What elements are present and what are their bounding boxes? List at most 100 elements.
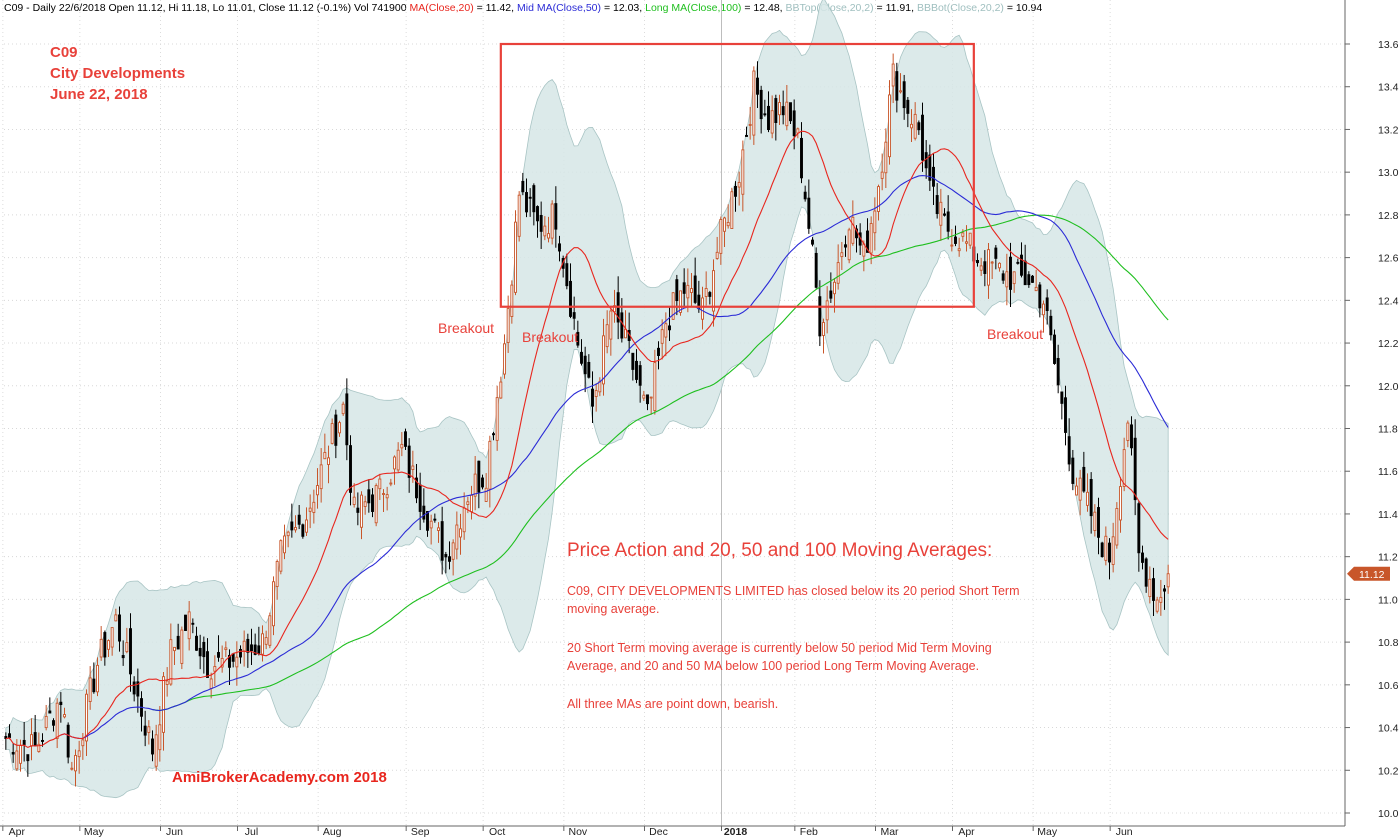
candle-body [400,443,404,449]
candle-body [481,477,484,488]
y-tick-label: 12.6 [1378,253,1399,265]
candle-body [880,171,884,179]
y-tick-label: 11.6 [1378,466,1398,478]
candle-body [121,655,125,659]
candle-body [1031,275,1034,283]
candle-body [781,106,785,116]
candle-body [1089,479,1093,517]
candle-body [1100,542,1104,558]
candle-body [690,288,693,293]
candle-body [748,123,752,126]
candle-body [525,192,528,213]
candle-body [921,114,924,161]
x-tick-label: Jul [245,826,258,838]
candle-body [983,261,987,274]
candle-body [767,105,770,131]
candle-body [693,275,697,303]
candle-body [957,248,961,252]
candle-body [734,185,737,197]
y-axis: 10.0 10.2 10.4 10.6 10.8 11.0 11.2 11.4 11.6 11.8… [1345,39,1399,820]
candle-body [15,750,19,770]
candle-body [954,236,957,244]
y-tick-label: 12.2 [1378,338,1399,350]
chart-date: June 22, 2018 [50,86,148,103]
candle-body [829,290,833,299]
candle-body [825,300,829,321]
candle-body [543,225,547,237]
candle-body [107,640,110,650]
candle-body [730,191,734,230]
candle-body [675,279,679,302]
candle-body [822,322,825,336]
candle-body [569,280,572,317]
candle-body [1115,508,1119,546]
commentary-line-4: Average, and 20 and 50 MA below 100 peri… [567,659,979,673]
candle-body [1159,596,1163,603]
candle-body [847,229,851,261]
candle-body [866,230,869,253]
candle-body [704,288,708,297]
candle-body [85,693,88,742]
header-segment: = 11.91, [874,2,917,14]
candle-body [1064,397,1067,433]
candle-body [70,767,74,770]
last-price-label: 11.12 [1359,569,1385,581]
candle-body [48,710,52,714]
candle-body [92,678,96,693]
candle-body [426,511,429,531]
candle-body [360,494,363,528]
y-tick-label: 10.0 [1378,808,1399,820]
candle-body [583,355,587,375]
candle-body [1045,297,1049,311]
candle-body [81,739,85,747]
candle-body [1038,284,1042,309]
candle-body [257,645,261,654]
y-tick-label: 13.6 [1378,39,1399,51]
y-tick-label: 12.8 [1378,210,1399,222]
candle-body [118,614,121,642]
candle-body [242,640,246,652]
candle-body [180,629,184,664]
y-tick-label: 11.2 [1378,552,1398,564]
candle-body [891,63,895,87]
x-tick-label: Apr [958,826,975,838]
candle-body [943,213,946,216]
candle-body [462,507,466,533]
candle-body [660,329,664,344]
candle-body [715,251,719,259]
candle-body [488,440,492,490]
candle-body [330,423,334,444]
candle-body [114,614,118,622]
candle-body [778,102,781,116]
candle-body [1093,511,1097,531]
candle-body [378,478,382,490]
candle-body [459,528,462,538]
candle-body [741,149,745,195]
candle-body [345,393,349,446]
header-segment: BBBot(Close,20,2) [917,2,1004,14]
candle-body [803,191,807,200]
candle-body [1012,271,1016,285]
candle-body [987,249,990,286]
candle-body [1027,274,1031,286]
candle-body [433,518,437,521]
candle-body [521,180,525,193]
candle-body [917,122,921,131]
candle-body [514,221,517,293]
commentary-line-2: moving average. [567,602,659,616]
breakout-label-3: Breakout [987,326,1043,342]
candle-body [935,195,939,215]
candle-body [77,750,81,758]
candle-body [147,726,151,733]
candle-body [286,531,290,537]
candle-body [998,262,1001,269]
candle-body [708,292,712,297]
candle-body [503,343,506,375]
candle-body [1122,449,1126,487]
candle-body [495,397,499,441]
commentary-line-1: C09, CITY DEVELOPMENTS LIMITED has close… [567,584,1020,598]
candle-body [484,487,488,502]
candle-body [1144,558,1148,587]
candle-body [1049,315,1053,336]
candle-body [840,252,844,258]
